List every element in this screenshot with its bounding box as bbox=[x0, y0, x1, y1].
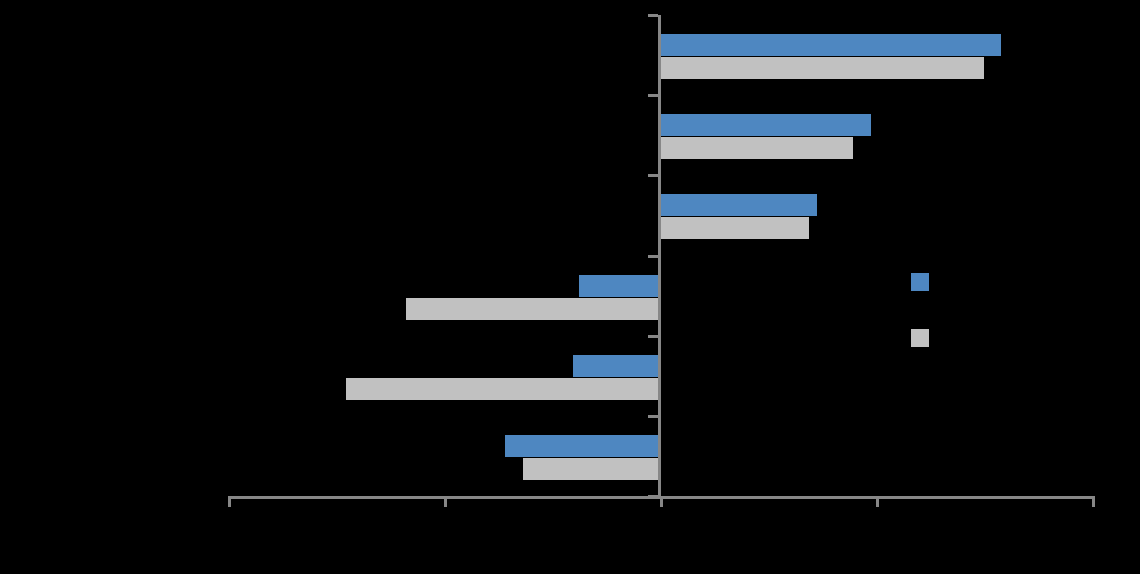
x-axis-tick bbox=[444, 496, 447, 507]
bar-series-blue-row-2 bbox=[661, 114, 871, 137]
y-axis-tick bbox=[648, 495, 658, 498]
x-axis-tick bbox=[876, 496, 879, 507]
bar-series-gray-row-5 bbox=[345, 377, 658, 400]
y-axis-tick bbox=[648, 414, 658, 418]
legend-swatch-blue bbox=[911, 273, 929, 291]
bar-series-blue-row-5 bbox=[572, 354, 658, 377]
bar-series-blue-row-1 bbox=[661, 34, 1002, 56]
x-axis-tick bbox=[228, 496, 231, 507]
y-axis-line bbox=[658, 15, 661, 499]
y-axis-tick bbox=[648, 174, 658, 178]
x-axis-tick bbox=[660, 496, 663, 507]
y-axis-tick bbox=[648, 334, 658, 338]
y-axis-tick bbox=[648, 94, 658, 98]
bar-series-gray-row-2 bbox=[661, 137, 854, 160]
x-axis-tick bbox=[1092, 496, 1095, 507]
bar-series-gray-row-6 bbox=[523, 457, 658, 480]
bar-series-gray-row-3 bbox=[661, 217, 809, 240]
bar-series-blue-row-4 bbox=[579, 274, 658, 297]
bar-series-gray-row-4 bbox=[406, 297, 658, 320]
y-axis-tick bbox=[648, 254, 658, 258]
bar-series-gray-row-1 bbox=[661, 57, 984, 79]
bar-series-blue-row-3 bbox=[661, 194, 817, 217]
y-axis-tick bbox=[648, 14, 658, 17]
bar-series-blue-row-6 bbox=[504, 434, 658, 457]
legend-swatch-gray bbox=[911, 329, 929, 347]
